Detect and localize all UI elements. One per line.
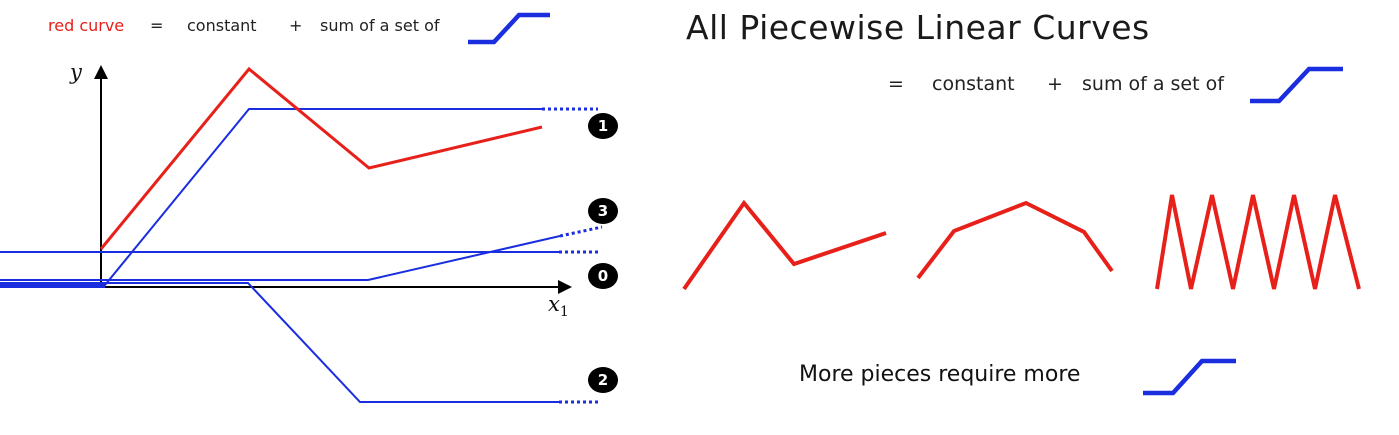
page-title: All Piecewise Linear Curves xyxy=(686,8,1150,47)
component-curves xyxy=(0,107,603,404)
equals-sign: = xyxy=(150,16,164,35)
hard-sigmoid-icon-bottom xyxy=(1143,358,1236,396)
y-axis-label: y xyxy=(70,60,82,84)
sum-set-label: sum of a set of xyxy=(320,16,440,35)
red-curve xyxy=(99,66,543,250)
example-curve-many-pieces xyxy=(1155,194,1361,290)
component-1 xyxy=(0,108,542,286)
right-equals-sign: = xyxy=(888,73,904,95)
example-curve-smooth xyxy=(916,200,1114,280)
badge-2: 2 xyxy=(588,367,618,393)
right-constant-label: constant xyxy=(932,73,1015,95)
component-3 xyxy=(0,235,561,281)
constant-label: constant xyxy=(187,16,257,35)
plus-sign: + xyxy=(289,16,303,35)
right-plus-sign: + xyxy=(1047,73,1063,95)
badge-3: 3 xyxy=(588,198,618,224)
x-axis-label: x1 xyxy=(548,292,569,320)
component-2 xyxy=(0,282,559,403)
x-axis-letter: x xyxy=(548,292,560,316)
hard-sigmoid-icon-right xyxy=(1250,66,1343,104)
right-sum-set-label: sum of a set of xyxy=(1082,73,1224,95)
badge-0: 0 xyxy=(588,263,618,289)
component-3-continuation xyxy=(559,225,603,238)
hard-sigmoid-icon-left xyxy=(468,12,550,45)
badge-1: 1 xyxy=(588,113,618,139)
example-curve-few-pieces xyxy=(682,199,887,291)
x-axis-subscript: 1 xyxy=(559,304,569,321)
more-pieces-text: More pieces require more xyxy=(799,362,1081,387)
red-curve-label: red curve xyxy=(48,16,125,35)
